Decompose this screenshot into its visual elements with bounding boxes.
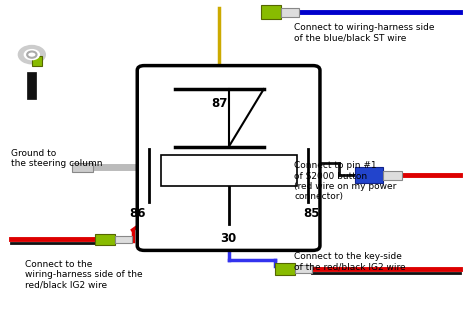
Bar — [95, 234, 115, 245]
Text: Connect to the key-side
of the red/black IG2 wire: Connect to the key-side of the red/black… — [294, 252, 406, 271]
Bar — [161, 155, 297, 186]
Bar — [261, 5, 281, 19]
Bar — [72, 163, 93, 172]
Bar — [295, 265, 312, 273]
Circle shape — [18, 46, 45, 64]
Bar — [32, 56, 42, 66]
Text: 87a: 87a — [207, 155, 231, 168]
Bar — [355, 167, 383, 183]
Text: Connect to wiring-harness side
of the blue/black ST wire: Connect to wiring-harness side of the bl… — [294, 23, 435, 43]
Circle shape — [24, 50, 39, 60]
Bar — [383, 171, 402, 180]
Text: 87: 87 — [211, 97, 228, 110]
Bar — [115, 236, 132, 243]
FancyBboxPatch shape — [137, 66, 320, 250]
Text: Connect to pin #1
of S2000 button
(red wire on my power
connector): Connect to pin #1 of S2000 button (red w… — [294, 161, 397, 201]
Text: 30: 30 — [220, 232, 237, 245]
Text: 85: 85 — [304, 207, 320, 220]
Bar — [281, 8, 299, 17]
Text: Ground to
the steering column: Ground to the steering column — [11, 149, 102, 168]
Text: 86: 86 — [129, 207, 146, 220]
Bar — [275, 263, 295, 275]
Text: Connect to the
wiring-harness side of the
red/black IG2 wire: Connect to the wiring-harness side of th… — [25, 260, 143, 289]
